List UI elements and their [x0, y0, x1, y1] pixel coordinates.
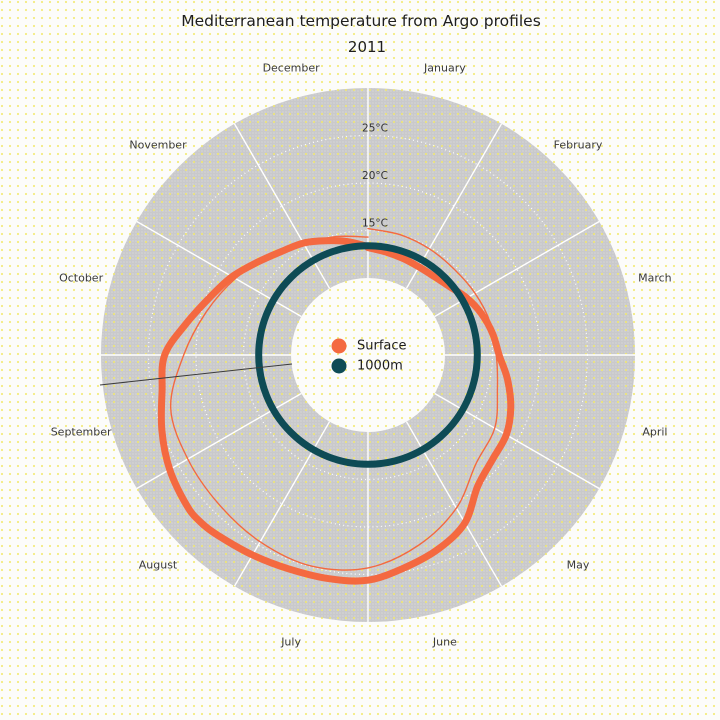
- radial-tick-25c: 25°C: [362, 123, 388, 135]
- chart-subtitle: 2011: [348, 38, 386, 56]
- month-label-may: May: [567, 559, 590, 572]
- label-layer: January February March April May June July Augu…: [51, 62, 672, 649]
- month-label-october: October: [59, 272, 103, 285]
- month-label-december: December: [263, 62, 321, 75]
- legend-swatch-1000m: [331, 358, 347, 374]
- radial-axis-line: [99, 363, 293, 386]
- surface-line: [157, 237, 515, 585]
- month-label-march: March: [638, 272, 672, 285]
- legend-label-1000m: 1000m: [357, 359, 403, 374]
- series-layer: [157, 227, 515, 585]
- page-title: Mediterranean temperature from Argo prof…: [181, 12, 541, 30]
- radial-tick-15c: 15°C: [362, 218, 388, 230]
- legend-swatch-surface: [331, 338, 347, 354]
- month-label-august: August: [139, 559, 178, 572]
- radial-tick-20c: 20°C: [362, 170, 388, 182]
- month-label-january: January: [423, 62, 466, 75]
- month-label-september: September: [51, 425, 112, 438]
- month-label-june: June: [432, 635, 457, 648]
- deep-1000m-line: [255, 242, 481, 468]
- month-label-february: February: [554, 139, 603, 152]
- legend-label-surface: Surface: [357, 339, 407, 354]
- legend: Surface 1000m: [331, 338, 407, 374]
- month-label-april: April: [642, 425, 667, 438]
- month-label-november: November: [129, 139, 187, 152]
- month-label-july: July: [280, 635, 301, 648]
